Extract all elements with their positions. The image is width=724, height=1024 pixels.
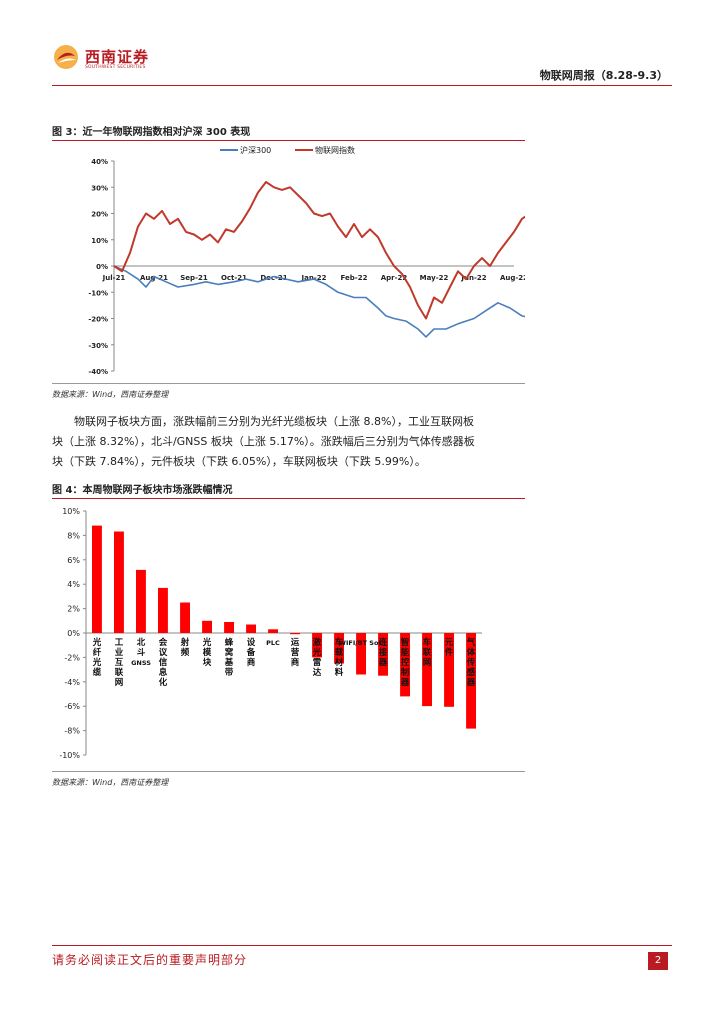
y-tick-label: -4% xyxy=(64,678,80,687)
page-number: 2 xyxy=(648,952,668,970)
x-category-label: 连接器 xyxy=(378,637,388,668)
y-tick-label: -40% xyxy=(88,368,108,376)
x-category-label: 工业互联网 xyxy=(115,638,124,688)
x-tick-label: Sep-21 xyxy=(180,274,208,282)
y-tick-label: 8% xyxy=(67,531,80,540)
x-tick-label: Jul-21 xyxy=(102,274,126,282)
header-divider xyxy=(52,85,672,86)
figure3-bottom-rule xyxy=(52,383,525,384)
y-tick-label: 0% xyxy=(67,629,80,638)
figure3-line-chart: 40% 30% 20% 10% 0% -10% -20% -30% -40% Jul-21 Aug-… xyxy=(88,145,525,376)
y-tick-label: -8% xyxy=(64,727,80,736)
x-tick-label: Aug-22 xyxy=(500,274,525,282)
brand-subtitle: SOUTHWEST SECURITIES xyxy=(85,65,146,70)
paragraph-line-1: 物联网子板块方面，涨跌幅前三分别为光纤光缆板块（上涨 8.8%），工业互联网板 xyxy=(74,415,474,428)
y-tick-label: 4% xyxy=(67,580,80,589)
bar xyxy=(334,633,344,664)
y-tick-label: -20% xyxy=(88,316,108,324)
y-tick-label: 0% xyxy=(96,263,108,271)
bar xyxy=(180,602,190,633)
x-category-label: 智能控制器 xyxy=(400,637,410,688)
x-tick-label: Aug-21 xyxy=(140,274,168,282)
bar xyxy=(136,569,146,633)
x-tick-label: Jun-22 xyxy=(460,274,486,282)
paragraph-line-3: 块（下跌 7.84%），元件板块（下跌 6.05%），车联网板块（下跌 5.99… xyxy=(52,455,426,468)
y-tick-label: 20% xyxy=(91,211,108,219)
footer-divider xyxy=(52,945,672,946)
bar xyxy=(422,633,432,707)
series-line-0 xyxy=(113,265,525,338)
bar xyxy=(444,633,454,707)
x-tick-label: Oct-21 xyxy=(221,274,247,282)
report-title: 物联网周报（8.28-9.3） xyxy=(539,69,668,82)
figure4-bottom-rule xyxy=(52,771,525,772)
bar xyxy=(400,633,410,697)
x-tick-label: May-22 xyxy=(420,274,449,282)
bar xyxy=(114,531,124,633)
brand-name: 西南证券 xyxy=(85,48,150,66)
paragraph-line-2: 块（上涨 8.32%），北斗/GNSS 板块（上涨 5.17%）。涨跌幅后三分别… xyxy=(52,435,475,448)
x-category-label: 元件 xyxy=(445,638,454,658)
x-category-label: 光模块 xyxy=(202,637,212,668)
bar xyxy=(246,624,256,633)
bar xyxy=(92,525,102,633)
y-tick-label: -2% xyxy=(64,653,80,662)
body-paragraph: 物联网子板块方面，涨跌幅前三分别为光纤光缆板块（上涨 8.8%），工业互联网板 … xyxy=(52,412,672,472)
figure3-top-rule xyxy=(52,140,525,141)
bar xyxy=(268,629,278,633)
bar xyxy=(356,633,366,675)
legend-label-1: 物联网指数 xyxy=(315,145,355,155)
y-tick-label: 10% xyxy=(91,237,108,245)
bar xyxy=(466,633,476,729)
x-category-label: 蜂窝基带 xyxy=(224,637,234,678)
series-line-1 xyxy=(113,181,525,320)
figure4-bar-chart: 10% 8% 6% 4% 2% 0% -2% -4% -6% -8% -10% 光纤光缆 工业互联网北斗… xyxy=(59,507,482,760)
figure3-title: 图 3：近一年物联网指数相对沪深 300 表现 xyxy=(52,127,251,138)
y-tick-label: 10% xyxy=(62,507,80,516)
x-category-label: 车载材料 xyxy=(334,637,344,678)
x-category-label: 光纤光缆 xyxy=(92,637,102,678)
footer-disclaimer: 请务必阅读正文后的重要声明部分 xyxy=(52,953,248,967)
bar xyxy=(202,620,212,633)
brand-logo: 西南证券 SOUTHWEST SECURITIES xyxy=(53,44,173,76)
figure3-source: 数据来源：Wind，西南证券整理 xyxy=(52,390,169,399)
x-category-label: 气体传感器 xyxy=(466,637,476,688)
bar xyxy=(312,633,322,658)
legend-label-0: 沪深300 xyxy=(240,145,271,155)
y-tick-label: -10% xyxy=(88,289,108,297)
y-tick-label: 6% xyxy=(67,556,80,565)
x-category-label: 会议信息化 xyxy=(158,637,168,688)
bar xyxy=(224,622,234,633)
figure4-top-rule xyxy=(52,498,525,499)
x-tick-label: Feb-22 xyxy=(341,274,368,282)
x-category-label: 车联网 xyxy=(423,637,432,668)
x-category-label: 射频 xyxy=(180,637,190,658)
x-tick-label: Jan-22 xyxy=(301,274,327,282)
x-category-label: 设备商 xyxy=(246,637,256,668)
y-tick-label: 30% xyxy=(91,184,108,192)
brand-emblem-icon xyxy=(54,45,78,69)
y-tick-label: 40% xyxy=(91,158,108,166)
y-tick-label: -6% xyxy=(64,702,80,711)
bar xyxy=(290,633,300,635)
bar xyxy=(158,587,168,633)
figure4-title: 图 4：本周物联网子板块市场涨跌幅情况 xyxy=(52,485,233,496)
y-tick-label: -10% xyxy=(59,751,80,760)
x-tick-label: Dec-21 xyxy=(260,274,287,282)
y-tick-label: -30% xyxy=(88,342,108,350)
y-tick-label: 2% xyxy=(67,605,80,614)
x-category-label: 北斗 GNSS xyxy=(131,637,151,667)
figure4-source: 数据来源：Wind，西南证券整理 xyxy=(52,778,169,787)
x-tick-label: Apr-22 xyxy=(381,274,408,282)
x-category-label: PLC xyxy=(266,639,280,647)
x-category-label: 激光雷达 xyxy=(312,637,322,678)
x-category-label: 运营商 xyxy=(291,638,300,668)
bar xyxy=(378,633,388,676)
x-category-label: WIFI/BT SoC xyxy=(339,639,384,647)
